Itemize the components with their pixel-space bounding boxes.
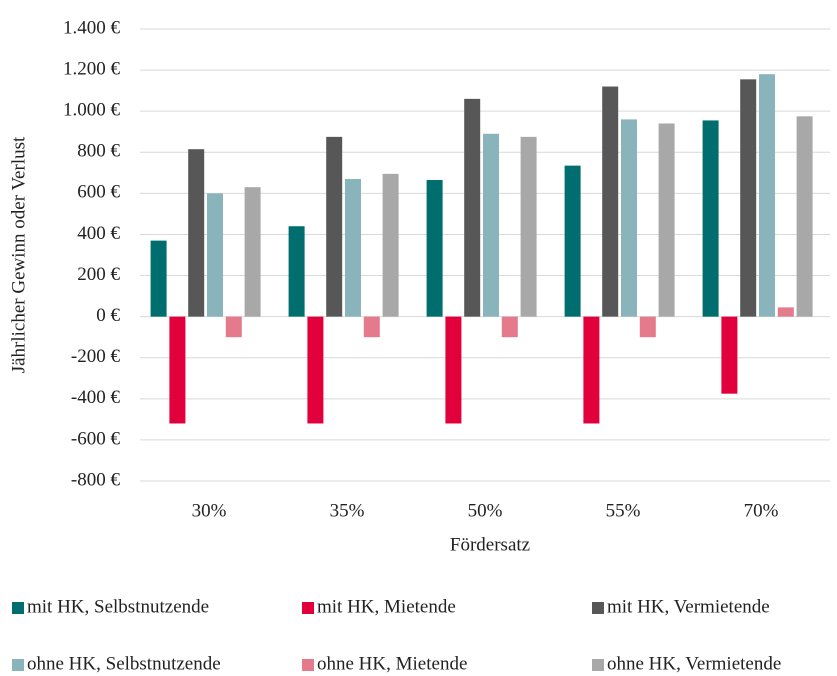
bar: [169, 316, 186, 424]
y-tick-label: 1.400 €: [63, 17, 121, 38]
legend-label: mit HK, Vermietende: [607, 596, 770, 617]
y-tick-label: 1.200 €: [63, 58, 121, 79]
legend-swatch: [302, 659, 314, 671]
y-tick-label: -200 €: [71, 346, 121, 367]
y-tick-label: 400 €: [77, 223, 120, 244]
legend-swatch: [12, 659, 24, 671]
bar: [244, 187, 261, 317]
bar: [520, 136, 537, 317]
bar: [501, 316, 518, 338]
bar: [426, 180, 443, 317]
bar: [445, 316, 462, 424]
legend-swatch: [302, 602, 314, 614]
bar: [345, 178, 361, 317]
bar: [207, 193, 223, 317]
bar: [639, 316, 656, 338]
bar: [326, 136, 343, 317]
bar: [225, 316, 242, 338]
y-tick-label: -800 €: [71, 469, 121, 490]
y-axis-title: Jährlicher Gewinn oder Verlust: [8, 136, 29, 373]
bar: [150, 240, 167, 317]
legend-label: ohne HK, Selbstnutzende: [27, 653, 221, 674]
legend-label: ohne HK, Mietende: [317, 653, 467, 674]
bar: [721, 316, 738, 394]
bar: [796, 116, 813, 317]
y-tick-label: 1.000 €: [63, 100, 121, 121]
y-tick-label: 800 €: [77, 141, 120, 162]
x-tick-label: 30%: [192, 500, 227, 521]
x-tick-label: 55%: [606, 500, 641, 521]
legend-swatch: [12, 602, 24, 614]
x-tick-label: 35%: [330, 500, 365, 521]
legend-label: mit HK, Selbstnutzende: [27, 596, 209, 617]
bar: [307, 316, 324, 424]
bar: [288, 226, 305, 317]
bar: [740, 79, 757, 317]
x-tick-label: 50%: [468, 500, 503, 521]
x-tick-label: 70%: [744, 500, 779, 521]
bar: [188, 149, 205, 317]
bar: [382, 173, 399, 317]
bar: [483, 133, 499, 317]
bar: [777, 307, 794, 317]
bar: [564, 165, 581, 317]
legend-label: ohne HK, Vermietende: [607, 653, 781, 674]
y-tick-label: 200 €: [77, 264, 120, 285]
bar: [583, 316, 600, 424]
y-tick-label: 600 €: [77, 182, 120, 203]
legend-swatch: [592, 659, 604, 671]
y-tick-label: -400 €: [71, 387, 121, 408]
bar: [602, 86, 619, 317]
legend-swatch: [592, 602, 604, 614]
bar: [658, 123, 675, 317]
y-tick-label: -600 €: [71, 428, 121, 449]
bar: [363, 316, 380, 338]
bar: [759, 74, 775, 317]
y-tick-label: 0 €: [96, 305, 120, 326]
x-axis-title: Fördersatz: [450, 534, 530, 555]
bar: [702, 120, 719, 317]
bar: [464, 98, 481, 317]
legend-label: mit HK, Mietende: [317, 596, 456, 617]
bar: [621, 119, 637, 317]
